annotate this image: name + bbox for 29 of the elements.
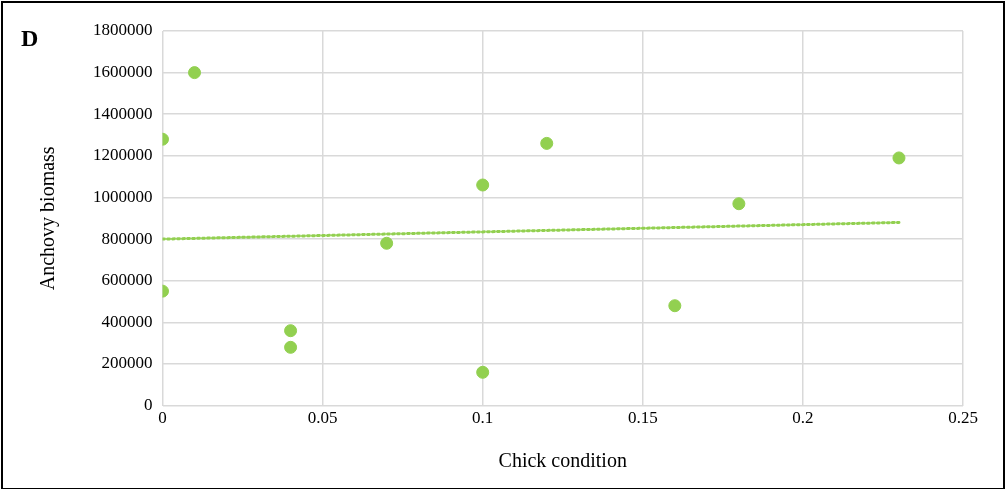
x-tick-label: 0.2 bbox=[792, 408, 814, 428]
point bbox=[380, 236, 394, 250]
x-tick-label: 0.15 bbox=[627, 408, 658, 428]
y-tick-label: 600000 bbox=[101, 270, 153, 290]
point bbox=[892, 151, 906, 165]
y-tick-label: 400000 bbox=[101, 311, 153, 331]
y-tick-label: 1800000 bbox=[93, 20, 153, 40]
point bbox=[540, 136, 554, 150]
x-tick-label: 0.1 bbox=[472, 408, 494, 428]
y-tick-label: 800000 bbox=[101, 228, 153, 248]
point bbox=[476, 365, 490, 379]
y-tick-label: 1000000 bbox=[93, 186, 153, 206]
y-axis-title: Anchovy biomass bbox=[36, 146, 60, 291]
point bbox=[284, 324, 298, 338]
x-tick-label: 0 bbox=[158, 408, 167, 428]
x-tick-label: 0.25 bbox=[948, 408, 978, 428]
point bbox=[284, 340, 298, 354]
y-tick-label: 1600000 bbox=[93, 62, 153, 82]
point bbox=[668, 299, 682, 313]
y-tick-label: 200000 bbox=[101, 353, 153, 373]
y-tick-label: 1200000 bbox=[93, 145, 153, 165]
x-axis-title: Chick condition bbox=[498, 449, 627, 472]
point bbox=[732, 197, 746, 211]
point bbox=[476, 178, 490, 192]
point bbox=[188, 66, 202, 80]
y-tick-label: 1400000 bbox=[93, 103, 153, 123]
y-tick-label: 0 bbox=[144, 395, 153, 415]
text: D bbox=[21, 25, 39, 52]
x-tick-label: 0.05 bbox=[307, 408, 338, 428]
